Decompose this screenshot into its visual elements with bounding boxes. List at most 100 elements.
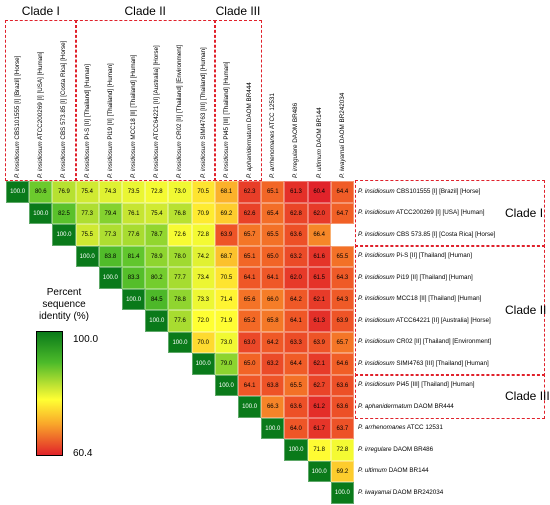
matrix-cell: 70.0 [191, 331, 215, 353]
matrix-cell: 100.0 [6, 181, 30, 203]
matrix-cell: 65.6 [238, 288, 262, 310]
matrix-cell: 61.6 [307, 245, 331, 267]
matrix-cell: 77.7 [168, 267, 192, 289]
matrix-cell: 63.6 [330, 396, 354, 418]
clade-row-box [355, 180, 545, 247]
matrix-cell: 66.0 [261, 288, 285, 310]
matrix-cell: 63.2 [284, 245, 308, 267]
matrix-cell: 64.1 [284, 310, 308, 332]
row-label: P. insidiosum SIMI4763 [III] [Thailand] … [358, 359, 489, 367]
row-label: P. iwayamai DAOM BR242034 [358, 488, 444, 496]
matrix-cell: 65.4 [261, 202, 285, 224]
matrix-cell: 83.3 [122, 267, 146, 289]
matrix-cell: 100.0 [284, 439, 308, 461]
matrix-cell: 61.2 [307, 396, 331, 418]
matrix-cell: 77.6 [122, 224, 146, 246]
clade-column-box [5, 20, 77, 181]
matrix-cell: 72.8 [191, 224, 215, 246]
clade-row-label: Clade III [505, 389, 550, 403]
legend-color-scale [36, 331, 63, 456]
matrix-cell: 84.5 [145, 288, 169, 310]
matrix-cell: 68.7 [214, 245, 238, 267]
matrix-cell: 80.6 [29, 181, 53, 203]
matrix-cell: 62.7 [307, 374, 331, 396]
matrix-cell: 61.7 [307, 417, 331, 439]
matrix-cell: 65.1 [261, 181, 285, 203]
matrix-cell: 65.2 [238, 310, 262, 332]
matrix-cell: 62.8 [284, 202, 308, 224]
matrix-cell: 71.4 [214, 288, 238, 310]
matrix-cell: 65.5 [284, 374, 308, 396]
matrix-cell: 69.2 [214, 202, 238, 224]
matrix-cell: 76.1 [122, 202, 146, 224]
clade-column-box [213, 20, 263, 181]
matrix-cell: 63.6 [284, 224, 308, 246]
matrix-cell: 61.3 [284, 181, 308, 203]
matrix-cell: 81.4 [122, 245, 146, 267]
clade-row-box [355, 244, 545, 376]
matrix-cell: 63.0 [238, 331, 262, 353]
matrix-cell: 64.1 [238, 267, 262, 289]
matrix-cell: 63.3 [284, 331, 308, 353]
matrix-cell: 75.4 [75, 181, 99, 203]
matrix-cell: 63.7 [330, 417, 354, 439]
matrix-cell: 71.8 [307, 439, 331, 461]
matrix-cell: 100.0 [238, 396, 262, 418]
matrix-cell: 100.0 [214, 374, 238, 396]
matrix-cell: 61.3 [307, 310, 331, 332]
matrix-cell: 65.0 [238, 353, 262, 375]
matrix-cell: 70.5 [214, 267, 238, 289]
matrix-cell: 70.9 [191, 202, 215, 224]
matrix-cell: 63.6 [284, 396, 308, 418]
clade-column-box [74, 20, 216, 181]
clade-row-label: Clade II [505, 303, 547, 317]
matrix-cell: 61.5 [307, 267, 331, 289]
matrix-cell: 74.2 [191, 245, 215, 267]
matrix-cell: 100.0 [307, 460, 331, 482]
row-label: P. insidiosum CR02 [II] [Thailand] [Envi… [358, 338, 492, 346]
row-label: P. ultimum DAOM BR144 [358, 467, 429, 475]
matrix-cell: 79.4 [98, 202, 122, 224]
legend-min-value: 60.4 [73, 448, 93, 459]
matrix-cell: 62.1 [307, 288, 331, 310]
clade-column-label: Clade III [215, 4, 261, 18]
matrix-cell: 78.0 [168, 245, 192, 267]
matrix-cell: 100.0 [52, 224, 76, 246]
matrix-cell: 65.5 [261, 224, 285, 246]
row-label: P. insidiosum ATCC200269 [I] [USA] [Huma… [358, 209, 485, 217]
row-label: P. irregulare DAOM BR486 [358, 445, 434, 453]
clade-row-box [355, 373, 545, 419]
matrix-cell: 80.2 [145, 267, 169, 289]
matrix-cell: 65.1 [238, 245, 262, 267]
matrix-cell: 83.8 [98, 245, 122, 267]
matrix-cell: 100.0 [29, 202, 53, 224]
matrix-cell: 72.8 [330, 439, 354, 461]
matrix-cell: 75.5 [75, 224, 99, 246]
clade-row-label: Clade I [505, 206, 544, 221]
matrix-cell: 74.3 [98, 181, 122, 203]
matrix-cell: 64.4 [284, 353, 308, 375]
matrix-cell: 70.5 [191, 181, 215, 203]
matrix-cell: 78.8 [168, 288, 192, 310]
matrix-cell: 62.0 [284, 267, 308, 289]
row-label: P. insidiosum Pi-S [II] [Thailand] [Huma… [358, 252, 472, 260]
matrix-cell: 62.3 [238, 181, 262, 203]
matrix-cell: 64.4 [330, 181, 354, 203]
row-label: P. insidiosum CBS 573.85 [I] [Costa Rica… [358, 230, 496, 238]
matrix-cell: 60.4 [307, 181, 331, 203]
row-label: P. insidiosum MCC18 [II] [Thailand] [Hum… [358, 295, 482, 303]
legend-title: Percent sequence identity (%) [20, 287, 108, 323]
matrix-cell: 79.0 [214, 353, 238, 375]
matrix-cell: 64.2 [284, 288, 308, 310]
matrix-cell: 65.7 [238, 224, 262, 246]
matrix-cell: 66.3 [261, 396, 285, 418]
matrix-cell: 64.6 [330, 353, 354, 375]
matrix-cell: 100.0 [168, 331, 192, 353]
matrix-cell: 73.0 [168, 181, 192, 203]
matrix-cell: 77.3 [75, 202, 99, 224]
matrix-cell: 100.0 [145, 310, 169, 332]
matrix-cell: 71.9 [214, 310, 238, 332]
row-label: P. insidiosum Pi45 [III] [Thailand] [Hum… [358, 381, 475, 389]
matrix-cell: 63.9 [330, 310, 354, 332]
matrix-cell: 72.6 [168, 224, 192, 246]
